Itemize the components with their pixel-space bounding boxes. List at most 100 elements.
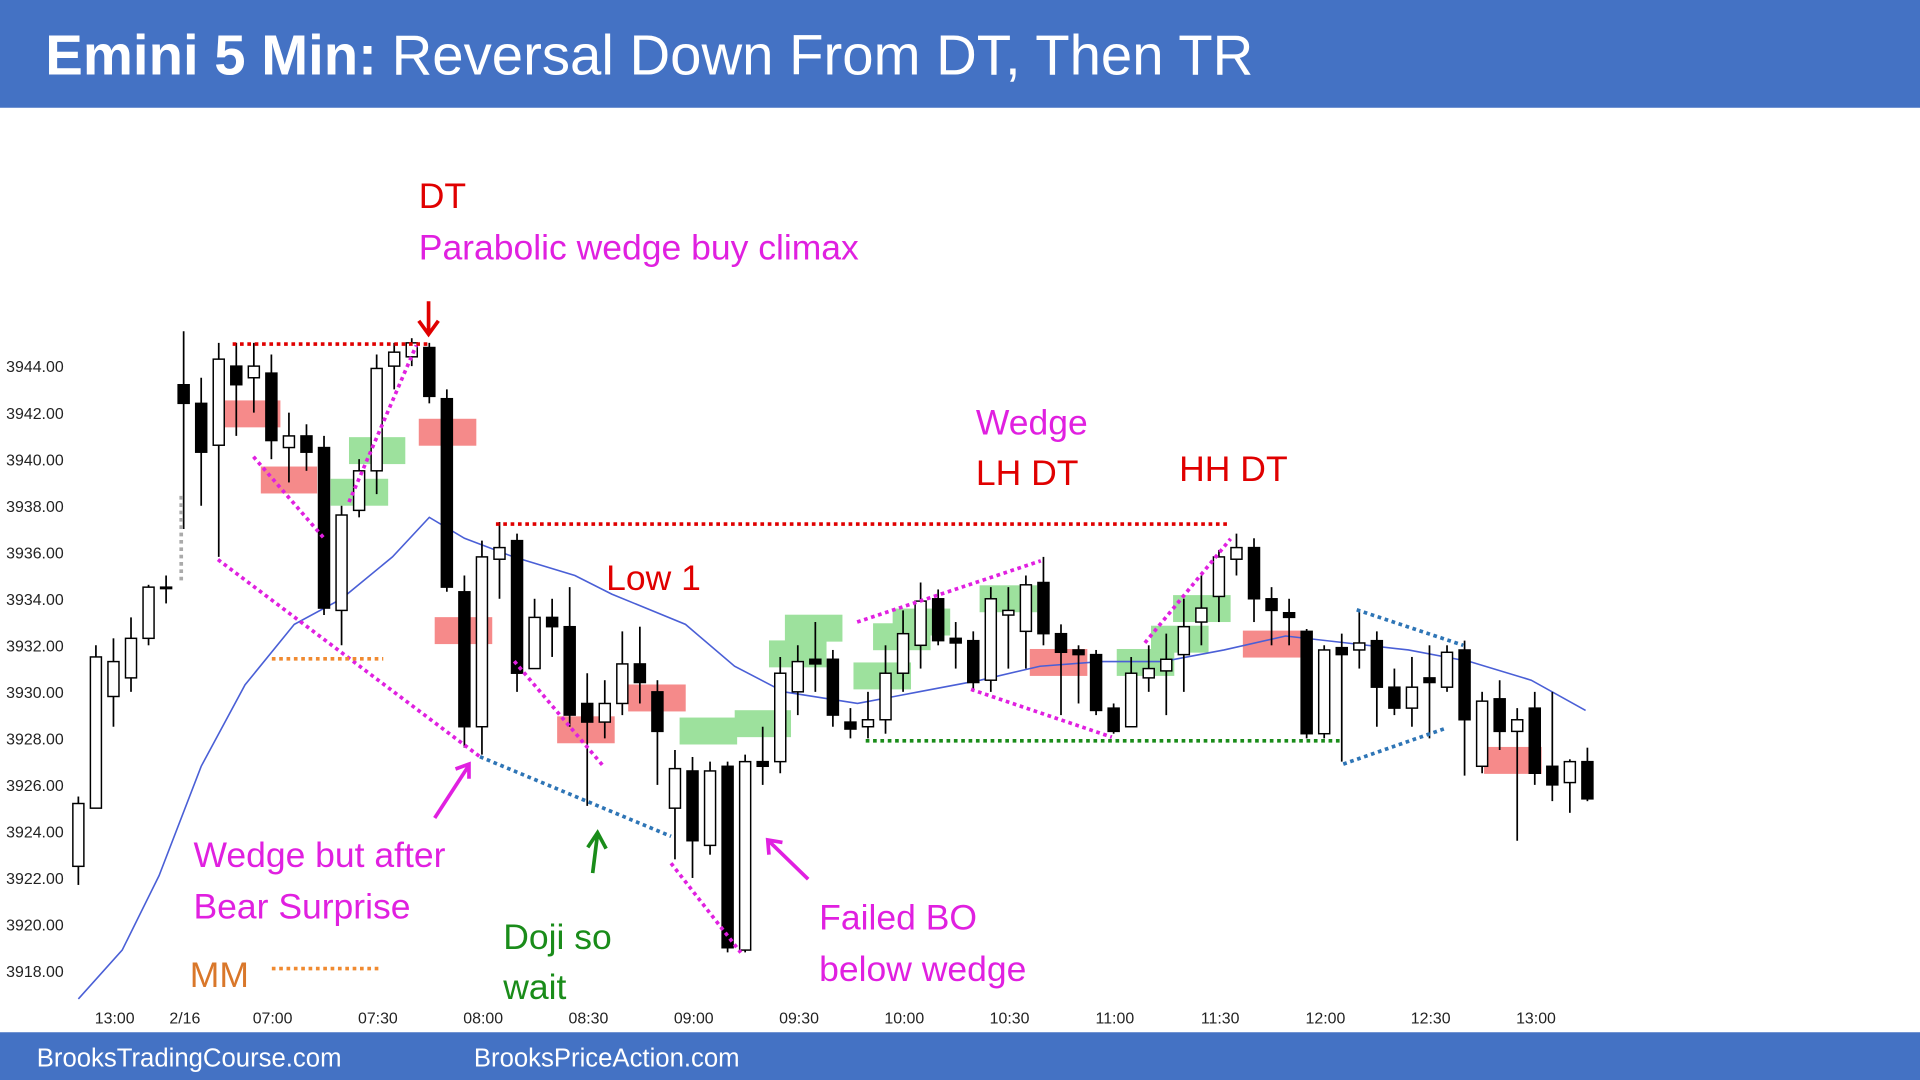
candle-body (1423, 677, 1436, 684)
candle-body (300, 435, 313, 453)
candle-body (510, 539, 524, 674)
header-bar (0, 0, 1920, 108)
y-tick-label: 3920.00 (6, 918, 64, 935)
candle-body (1019, 584, 1033, 633)
x-tick-label: 13:00 (1516, 1011, 1556, 1028)
candle-body (809, 658, 822, 665)
trendline (512, 660, 606, 768)
candle-body (317, 446, 331, 609)
candle-body (1493, 698, 1506, 733)
annotation: Bear Surprise (193, 886, 410, 926)
candle-body (1160, 658, 1173, 672)
candle-body (1458, 649, 1471, 721)
candle-body (668, 767, 682, 809)
trendline (216, 558, 482, 759)
x-tick-label: 08:00 (463, 1011, 503, 1028)
candle-body (335, 514, 348, 612)
candle-body (1300, 630, 1313, 735)
annotation: Failed BO (819, 897, 977, 937)
footer-text: BrooksPriceAction.com (474, 1045, 740, 1073)
candle-body (826, 658, 840, 716)
candle-body (616, 663, 629, 705)
y-tick-label: 3940.00 (6, 452, 64, 469)
candle-body (967, 639, 980, 684)
candle-body (387, 351, 401, 367)
candle-body (1195, 607, 1208, 623)
candle-body (72, 802, 85, 868)
candle-body (475, 556, 489, 728)
candle-body (142, 586, 155, 640)
candle-body (1107, 707, 1120, 733)
trendline (1143, 537, 1233, 645)
x-tick-label: 12:00 (1306, 1011, 1346, 1028)
annotation: Parabolic wedge buy climax (419, 228, 859, 268)
annotation: LH DT (976, 453, 1079, 493)
candle-body (124, 637, 138, 679)
candle-body (1581, 760, 1594, 800)
candle-body (703, 770, 717, 847)
title-lead: Emini 5 Min: (45, 24, 377, 87)
arrow (765, 837, 810, 881)
candle-body (598, 702, 612, 723)
candle-body (107, 660, 120, 698)
candle-body (774, 672, 787, 763)
green-box (679, 717, 738, 745)
candle-body (247, 365, 261, 379)
x-tick-label: 08:30 (569, 1011, 609, 1028)
x-tick-label: 11:30 (1201, 1011, 1240, 1028)
candle-body (1265, 598, 1278, 612)
trendline (1342, 726, 1446, 766)
x-tick-label: 10:30 (990, 1011, 1030, 1028)
y-tick-label: 3938.00 (6, 499, 64, 516)
candle-body (1405, 686, 1419, 709)
candle-body (1335, 646, 1348, 656)
y-tick-label: 3922.00 (6, 871, 64, 888)
x-tick-label: 11:00 (1096, 1011, 1135, 1028)
candle-body (1475, 700, 1489, 768)
trendline (347, 344, 419, 503)
title: Emini 5 Min: Reversal Down From DT, Then … (45, 24, 1253, 87)
candle-body (1388, 686, 1401, 709)
candle-body (1072, 649, 1085, 656)
candle-body (1002, 609, 1015, 616)
candle-body (738, 760, 752, 951)
annotations: DT Parabolic wedge buy climax Wedge LH D… (190, 176, 1288, 1007)
candle-body (265, 372, 278, 442)
footer-bar (0, 1032, 1920, 1080)
annotation: Doji so (503, 917, 612, 957)
candle-body (1177, 625, 1191, 656)
trendline (856, 559, 1042, 624)
candle-body (159, 586, 173, 590)
y-tick-label: 3942.00 (6, 406, 64, 423)
candle-body (1124, 672, 1138, 728)
candle-body (423, 346, 436, 398)
candle-body (1563, 760, 1577, 784)
y-tick-label: 3924.00 (6, 825, 64, 842)
x-tick-label: 07:00 (253, 1011, 293, 1028)
candle-body (686, 770, 699, 842)
annotation: below wedge (819, 949, 1026, 989)
candle-body (528, 616, 541, 670)
candle-body (1282, 611, 1296, 619)
candle-body (177, 384, 190, 405)
candle-body (1054, 632, 1068, 654)
candle-body (1247, 546, 1261, 600)
candle-body (931, 598, 945, 642)
y-tick-label: 3928.00 (6, 731, 64, 748)
candle-body (458, 591, 471, 728)
plot: 3918.00 3920.00 3922.00 3924.00 3926.00 3928.… (6, 331, 1594, 1028)
candle-body (230, 365, 243, 386)
candle-body (1528, 707, 1542, 774)
candle-body (1230, 546, 1243, 560)
annotation: wait (502, 967, 566, 1007)
candle-body (89, 656, 103, 809)
trendline (479, 755, 672, 839)
candle-body (1546, 765, 1559, 786)
candle-body (1353, 642, 1366, 651)
footer-text: BrooksTradingCourse.com (37, 1045, 342, 1073)
y-tick-label: 3936.00 (6, 545, 64, 562)
candle-body (1037, 581, 1050, 635)
arrow (586, 829, 608, 874)
candle-body (1089, 653, 1103, 712)
